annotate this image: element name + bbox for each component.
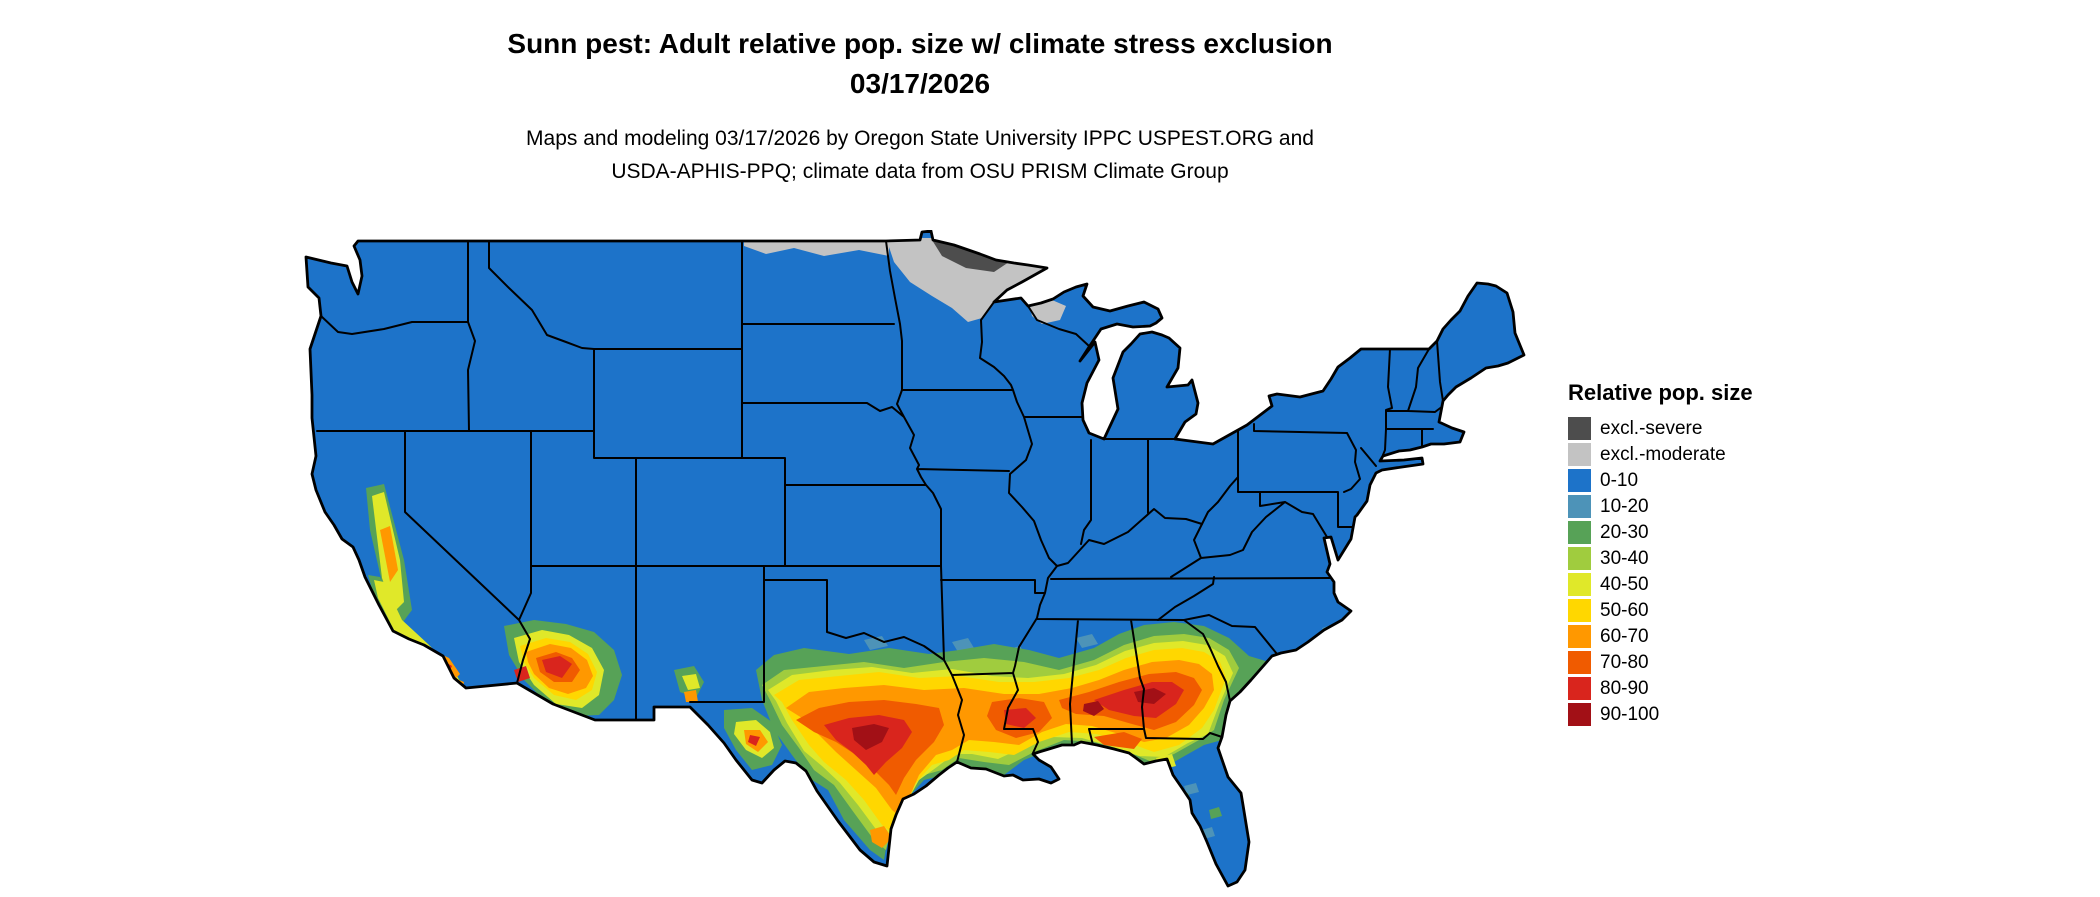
us-map-container: [304, 229, 1536, 892]
legend-swatch: [1568, 651, 1591, 674]
legend-item-label: 90-100: [1600, 703, 1660, 725]
legend-item-label: 60-70: [1600, 625, 1649, 647]
legend-swatch: [1568, 417, 1591, 440]
legend-swatch: [1568, 469, 1591, 492]
legend-swatch: [1568, 703, 1591, 726]
legend-item-label: 20-30: [1600, 521, 1649, 543]
legend-row: 50-60: [1568, 598, 1828, 623]
legend-row: 10-20: [1568, 494, 1828, 519]
legend-row: excl.-moderate: [1568, 442, 1828, 467]
state-borders: [316, 240, 1444, 763]
legend-items: excl.-severe excl.-moderate 0-10 10-20 20-30…: [1568, 416, 1828, 727]
raster-layers: [316, 238, 1444, 860]
legend-row: 40-50: [1568, 572, 1828, 597]
page-title-date: 03/17/2026: [849, 68, 991, 99]
legend-item-label: excl.-severe: [1600, 417, 1703, 439]
legend-swatch: [1568, 443, 1591, 466]
title-block: Sunn pest: Adult relative pop. size w/ c…: [0, 24, 1840, 188]
legend-item-label: 80-90: [1600, 677, 1649, 699]
legend-row: 60-70: [1568, 624, 1828, 649]
us-map: [304, 229, 1526, 888]
legend-swatch: [1568, 599, 1591, 622]
subtitle-line-2: USDA-APHIS-PPQ; climate data from OSU PR…: [611, 160, 1229, 183]
legend-swatch: [1568, 495, 1591, 518]
legend-swatch: [1568, 521, 1591, 544]
legend-row: 0-10: [1568, 468, 1828, 493]
legend-item-label: 40-50: [1600, 573, 1649, 595]
subtitle-line-1: Maps and modeling 03/17/2026 by Oregon S…: [526, 127, 1314, 150]
legend-item-label: 0-10: [1600, 469, 1639, 491]
legend-title: Relative pop. size: [1568, 380, 1753, 405]
state-borders-west: [316, 240, 965, 763]
legend-swatch: [1568, 547, 1591, 570]
legend-row: excl.-severe: [1568, 416, 1828, 441]
legend: Relative pop. size excl.-severe excl.-mod…: [1568, 380, 1828, 728]
legend-swatch: [1568, 625, 1591, 648]
legend-row: 70-80: [1568, 650, 1828, 675]
legend-item-label: 70-80: [1600, 651, 1649, 673]
legend-swatch: [1568, 573, 1591, 596]
legend-item-label: 30-40: [1600, 547, 1649, 569]
legend-item-label: excl.-moderate: [1600, 443, 1726, 465]
legend-item-label: 50-60: [1600, 599, 1649, 621]
legend-row: 30-40: [1568, 546, 1828, 571]
state-borders-east: [1157, 340, 1444, 702]
legend-row: 80-90: [1568, 676, 1828, 701]
legend-row: 20-30: [1568, 520, 1828, 545]
legend-row: 90-100: [1568, 702, 1828, 727]
subtitle-block: Maps and modeling 03/17/2026 by Oregon S…: [0, 122, 1840, 188]
page-title: Sunn pest: Adult relative pop. size w/ c…: [507, 28, 1333, 59]
state-borders-central: [741, 240, 1331, 754]
legend-swatch: [1568, 677, 1591, 700]
legend-item-label: 10-20: [1600, 495, 1649, 517]
pop-90-100-region: [852, 688, 1166, 750]
